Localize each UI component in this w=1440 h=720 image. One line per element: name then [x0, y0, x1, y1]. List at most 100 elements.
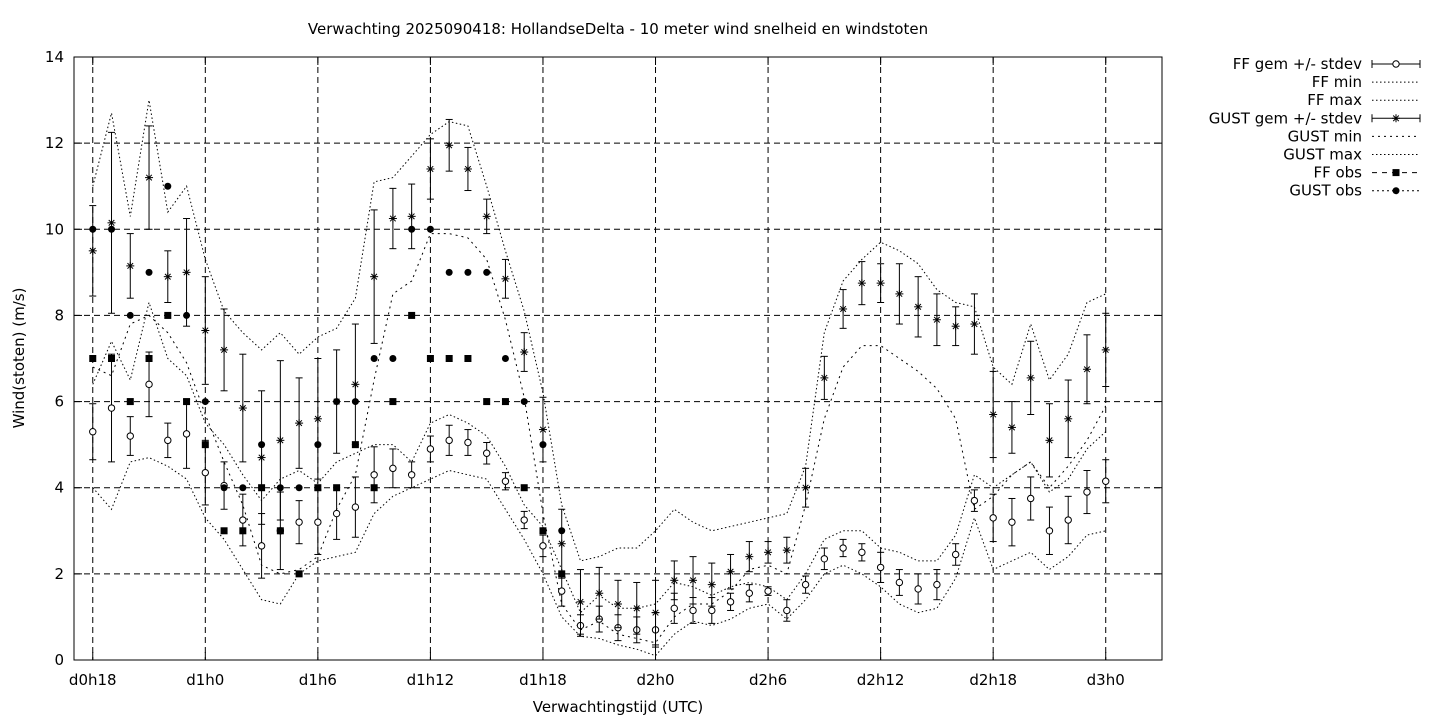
mean-point: [107, 404, 116, 412]
x-axis-label: Verwachtingstijd (UTC): [533, 698, 704, 716]
mean-point: [876, 279, 885, 288]
mean-point: [989, 410, 998, 419]
gust-obs-point: [333, 398, 341, 406]
mean-point: [858, 548, 866, 557]
legend-label: GUST min: [1288, 127, 1362, 145]
mean-point: [370, 272, 379, 281]
mean-point: [182, 268, 191, 277]
ff-obs-point: [183, 398, 191, 406]
legend-marker: [1392, 187, 1400, 195]
mean-point: [88, 246, 97, 255]
grid: [74, 57, 1162, 660]
ff-obs-point: [108, 355, 116, 362]
ff-obs-point: [539, 527, 547, 535]
gust-obs-point: [295, 484, 303, 492]
mean-point: [388, 214, 397, 223]
mean-point: [539, 542, 547, 550]
mean-point: [295, 419, 304, 428]
mean-point: [820, 373, 829, 382]
legend-marker: [1392, 169, 1400, 177]
ff-obs-point: [445, 355, 453, 362]
legend-label: GUST gem +/- stdev: [1209, 109, 1362, 127]
legend-marker: [1392, 60, 1400, 68]
mean-point: [276, 436, 285, 445]
legend-label: FF max: [1307, 91, 1362, 109]
legend-entry: FF max: [1307, 91, 1420, 109]
mean-point: [257, 542, 266, 550]
legend-label: FF gem +/- stdev: [1233, 55, 1362, 73]
ff-obs-point: [89, 355, 97, 362]
mean-point: [1007, 423, 1016, 432]
mean-point: [1045, 436, 1054, 445]
gust-obs-point: [351, 398, 359, 406]
mean-point: [820, 555, 829, 563]
mean-point: [707, 580, 716, 589]
mean-point: [689, 606, 697, 615]
mean-point: [295, 518, 303, 526]
mean-point: [126, 261, 135, 270]
y-tick-label: 10: [45, 220, 64, 238]
ff-obs-point: [258, 484, 266, 492]
x-tick-label: d1h18: [519, 671, 567, 689]
y-tick-label: 0: [54, 651, 64, 669]
gust-obs-point: [483, 268, 491, 276]
mean-point: [726, 598, 735, 606]
mean-point: [1064, 516, 1072, 524]
mean-point: [145, 380, 153, 389]
mean-point: [745, 589, 754, 597]
mean-point: [689, 576, 698, 585]
gust-obs-point: [108, 225, 116, 233]
mean-point: [670, 576, 679, 585]
mean-point: [595, 589, 604, 598]
ff-obs-point: [389, 398, 397, 406]
mean-point: [426, 164, 435, 173]
legend-label: GUST max: [1283, 146, 1362, 164]
gust-obs-point: [89, 225, 97, 233]
axes: 0 2 4 6 8 10 12 14 d0h18 d1h0 d1h6 d1h12 d1h18 d2h0 d2…: [45, 48, 1162, 689]
mean-point: [314, 518, 322, 526]
mean-point: [876, 563, 885, 572]
gust-obs-point: [464, 268, 472, 276]
mean-point: [520, 516, 528, 524]
mean-point: [407, 471, 416, 479]
mean-point: [389, 464, 397, 473]
mean-point: [257, 453, 266, 462]
mean-point: [164, 436, 172, 445]
series: [88, 100, 1110, 657]
mean-point: [1083, 488, 1091, 496]
legend-entry: GUST gem +/- stdev: [1209, 109, 1421, 127]
gust-obs-point: [239, 484, 247, 492]
ff-obs-point: [201, 441, 209, 449]
mean-point: [182, 430, 191, 438]
ff-obs-point: [239, 527, 247, 535]
mean-point: [1082, 365, 1091, 374]
mean-point: [1008, 518, 1016, 526]
ff-obs-point: [333, 484, 341, 492]
x-tick-label: d1h12: [407, 671, 455, 689]
mean-point: [932, 315, 941, 324]
mean-point: [445, 436, 453, 445]
mean-point: [951, 550, 960, 559]
mean-point: [745, 552, 754, 561]
series-ff-obs: [89, 311, 566, 578]
mean-point: [1102, 477, 1110, 485]
y-tick-label: 4: [54, 479, 64, 497]
mean-point: [895, 578, 904, 587]
mean-point: [782, 546, 791, 555]
mean-point: [914, 585, 922, 593]
mean-point: [107, 218, 116, 227]
mean-point: [576, 597, 585, 606]
ff-obs-point: [464, 355, 472, 362]
mean-point: [464, 438, 472, 447]
mean-point: [426, 445, 435, 453]
mean-point: [501, 477, 510, 485]
mean-point: [201, 468, 210, 477]
gust-obs-point: [408, 225, 416, 233]
mean-point: [351, 380, 360, 389]
mean-point: [895, 289, 904, 298]
mean-point: [201, 326, 210, 335]
x-tick-label: d2h18: [969, 671, 1017, 689]
mean-point: [239, 516, 247, 524]
mean-point: [163, 272, 172, 281]
